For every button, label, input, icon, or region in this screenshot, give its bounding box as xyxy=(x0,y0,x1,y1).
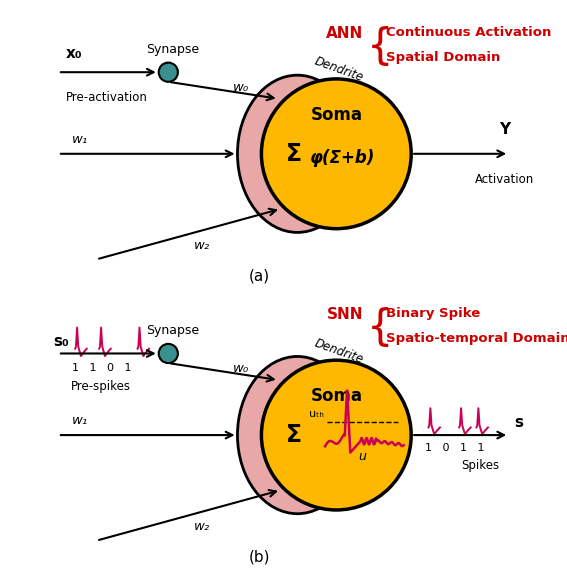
Circle shape xyxy=(261,360,411,510)
Text: Continuous Activation: Continuous Activation xyxy=(386,26,552,39)
Text: Soma: Soma xyxy=(310,106,362,124)
Ellipse shape xyxy=(238,356,357,514)
Text: w₀: w₀ xyxy=(233,81,249,94)
Text: w₂: w₂ xyxy=(193,239,210,252)
Text: w₀: w₀ xyxy=(233,362,249,375)
Text: Σ: Σ xyxy=(286,142,302,166)
Text: s: s xyxy=(514,415,523,430)
Text: Synapse: Synapse xyxy=(146,324,200,337)
Text: x₀: x₀ xyxy=(66,46,82,61)
Text: u: u xyxy=(358,450,366,463)
Text: (a): (a) xyxy=(249,268,270,284)
Text: Spatial Domain: Spatial Domain xyxy=(386,51,501,64)
Text: ANN: ANN xyxy=(326,26,363,41)
Text: Soma: Soma xyxy=(310,387,362,405)
Text: Spikes: Spikes xyxy=(461,459,500,472)
Text: Synapse: Synapse xyxy=(146,43,200,56)
Text: φ(Σ+b): φ(Σ+b) xyxy=(310,148,375,166)
Text: SNN: SNN xyxy=(327,308,363,322)
Text: Binary Spike: Binary Spike xyxy=(386,308,480,321)
Text: Pre-spikes: Pre-spikes xyxy=(71,380,131,393)
Text: w₁: w₁ xyxy=(73,133,88,146)
Text: 1   0   1   1: 1 0 1 1 xyxy=(425,443,484,453)
Circle shape xyxy=(261,79,411,229)
Text: w₂: w₂ xyxy=(193,520,210,533)
Text: Pre-activation: Pre-activation xyxy=(66,91,147,104)
Text: Spatio-temporal Domain: Spatio-temporal Domain xyxy=(386,332,567,345)
Text: Y: Y xyxy=(499,121,510,137)
Circle shape xyxy=(159,344,178,363)
Circle shape xyxy=(159,63,178,82)
Text: uₜₕ: uₜₕ xyxy=(310,409,324,419)
Text: 1   1   0   1: 1 1 0 1 xyxy=(73,363,132,373)
Text: Dendrite: Dendrite xyxy=(312,55,365,84)
Text: w₁: w₁ xyxy=(73,414,88,427)
Text: Σ: Σ xyxy=(286,423,302,447)
Ellipse shape xyxy=(238,75,357,233)
Text: {: { xyxy=(367,308,393,349)
Text: s₀: s₀ xyxy=(53,333,69,349)
Text: Dendrite: Dendrite xyxy=(312,336,365,366)
Text: Activation: Activation xyxy=(475,173,534,186)
Text: (b): (b) xyxy=(249,550,270,565)
Text: {: { xyxy=(367,26,393,68)
